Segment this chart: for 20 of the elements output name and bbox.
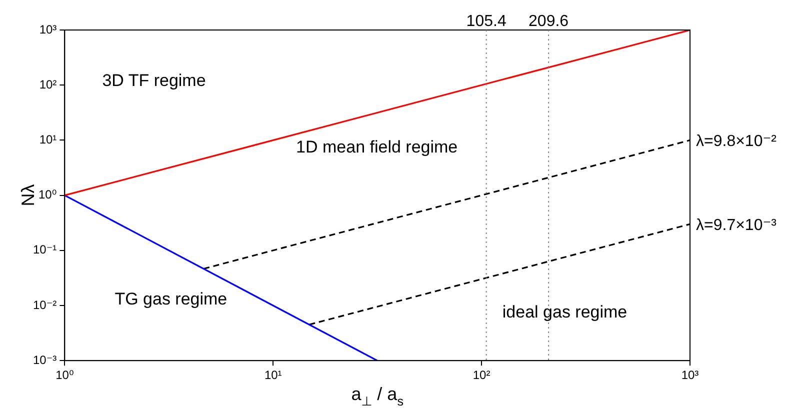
y-tick-label: 10⁰ [38, 188, 57, 202]
annotation: 3D TF regime [102, 71, 206, 90]
annotation: 1D mean field regime [296, 137, 458, 156]
y-tick-label: 10² [39, 77, 57, 92]
x-tick-label: 10³ [681, 368, 699, 382]
ref-line-label: 105.4 [466, 13, 506, 30]
y-tick-label: 10³ [39, 22, 57, 36]
y-tick-label: 10⁻² [32, 298, 57, 312]
series-label: λ=9.8×10⁻² [696, 133, 778, 150]
annotation: ideal gas regime [502, 302, 628, 322]
x-tick-label: 10⁰ [56, 368, 74, 382]
y-tick-label: 10¹ [39, 132, 57, 147]
y-tick-label: 10⁻¹ [32, 242, 57, 257]
ref-line-label: 209.6 [528, 13, 569, 30]
y-axis-title: Nλ [18, 184, 38, 206]
series-label: λ=9.7×10⁻³ [696, 217, 778, 234]
x-tick-label: 10¹ [264, 368, 282, 382]
annotation: TG gas regime [114, 289, 228, 308]
y-tick-label: 10⁻³ [32, 352, 57, 367]
x-tick-label: 10² [472, 368, 490, 382]
